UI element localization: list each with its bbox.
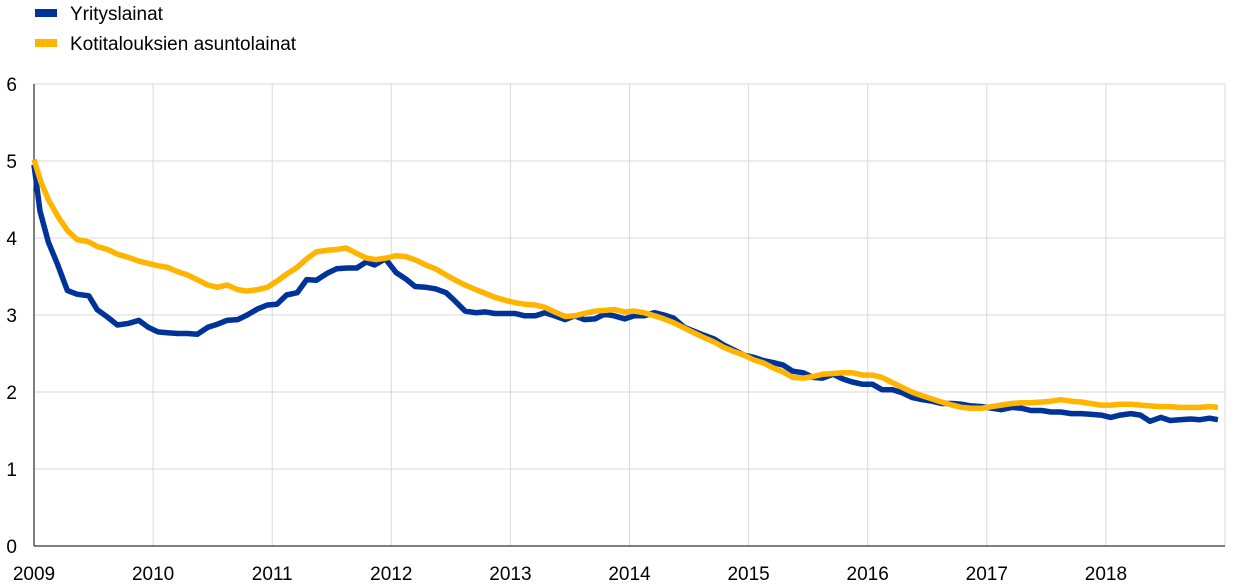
series-lines (31, 158, 1219, 425)
x-tick-label: 2015 (727, 564, 769, 585)
series-line-1 (31, 164, 1219, 425)
y-tick-label: 3 (6, 306, 17, 327)
tick-labels: 0 1 2 3 4 5 6 2009 2010 2011 2012 2013 2014 2015 2016 2… (6, 75, 1127, 585)
series-line-2 (31, 158, 1219, 411)
legend-label: Yrityslainat (70, 4, 164, 25)
legend: Yrityslainat Kotitalouksien asuntolainat (35, 4, 297, 55)
x-tick-label: 2009 (13, 564, 55, 585)
x-tick-label: 2012 (370, 564, 412, 585)
x-tick-label: 2017 (966, 564, 1008, 585)
x-tick-label: 2013 (489, 564, 531, 585)
grid (34, 83, 1226, 546)
x-tick-label: 2010 (132, 564, 174, 585)
x-tick-label: 2014 (608, 564, 651, 585)
legend-label: Kotitalouksien asuntolainat (70, 34, 297, 55)
x-tick-label: 2011 (252, 564, 293, 585)
y-tick-label: 0 (6, 537, 17, 558)
x-tick-label: 2018 (1085, 564, 1127, 585)
legend-swatch (35, 39, 57, 47)
y-tick-label: 1 (6, 460, 17, 481)
y-tick-label: 6 (6, 75, 17, 96)
y-tick-label: 4 (6, 229, 17, 250)
x-tick-label: 2016 (847, 564, 889, 585)
y-tick-label: 5 (6, 152, 17, 173)
legend-swatch (35, 9, 57, 17)
y-tick-label: 2 (6, 383, 17, 404)
